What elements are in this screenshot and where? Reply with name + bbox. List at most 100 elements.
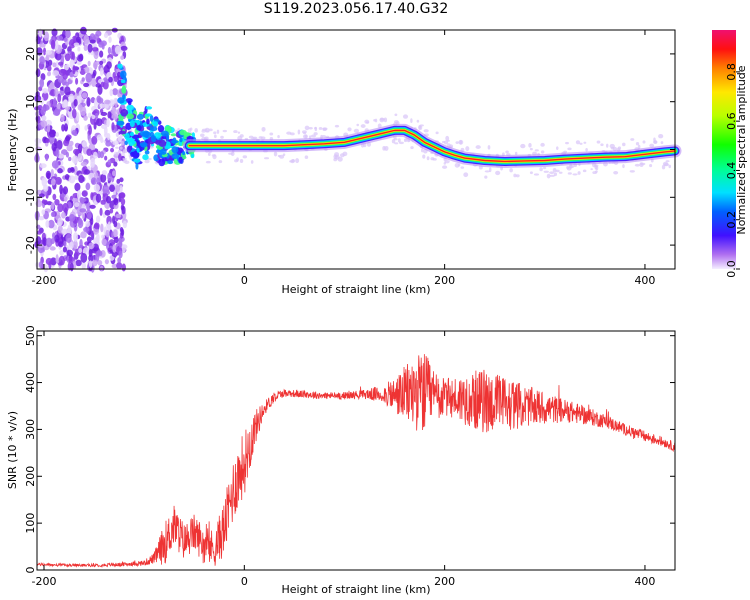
noise-blob: [68, 140, 74, 147]
noise-blob: [594, 170, 598, 173]
noise-blob: [51, 160, 59, 169]
noise-blob: [76, 111, 80, 122]
snr-ylabel: SNR (10 * v/v): [6, 411, 19, 489]
noise-blob: [374, 118, 378, 123]
noise-blob: [93, 98, 98, 109]
noise-blob: [398, 141, 404, 145]
noise-blob: [40, 120, 48, 128]
noise-blob: [101, 124, 108, 129]
noise-blob: [81, 92, 88, 99]
noise-blob: [54, 234, 60, 243]
noise-blob: [87, 43, 93, 53]
transition-blob: [144, 131, 151, 139]
noise-blob: [101, 170, 108, 176]
noise-blob: [85, 72, 93, 83]
noise-blob: [237, 131, 241, 134]
noise-blob: [113, 204, 119, 210]
noise-blob: [71, 108, 77, 119]
transition-blob: [131, 134, 140, 140]
noise-blob: [514, 151, 518, 156]
noise-blob: [111, 106, 116, 115]
noise-blob: [100, 173, 107, 183]
noise-blob: [67, 224, 72, 235]
noise-blob: [347, 127, 352, 132]
noise-blob: [106, 215, 112, 225]
transition-blob: [135, 162, 139, 170]
noise-blob: [45, 153, 49, 162]
noise-blob: [613, 170, 619, 175]
noise-blob: [111, 122, 115, 131]
noise-blob: [100, 223, 104, 233]
noise-blob: [107, 159, 112, 165]
transition-blob: [120, 79, 126, 84]
noise-blob: [113, 229, 118, 238]
noise-blob: [90, 177, 97, 185]
y-tick-label: -10: [24, 188, 37, 206]
noise-blob: [87, 212, 92, 220]
y-tick-label: 100: [24, 513, 37, 534]
noise-blob: [658, 133, 664, 139]
noise-blob: [205, 160, 211, 164]
noise-blob: [68, 213, 76, 222]
noise-blob: [115, 132, 119, 138]
noise-blob: [120, 198, 126, 206]
noise-blob: [668, 164, 672, 169]
noise-blob: [57, 93, 62, 103]
noise-blob: [565, 141, 569, 145]
noise-blob: [83, 34, 90, 45]
noise-blob: [91, 47, 99, 52]
noise-blob: [423, 129, 429, 133]
y-tick-label: 400: [24, 372, 37, 393]
noise-blob: [97, 260, 103, 266]
noise-blob: [88, 242, 95, 250]
noise-blob: [662, 161, 669, 166]
noise-blob: [46, 71, 52, 77]
noise-blob: [61, 211, 66, 219]
noise-blob: [45, 49, 53, 55]
noise-blob: [93, 151, 98, 159]
noise-blob: [194, 128, 198, 133]
noise-blob: [460, 166, 465, 169]
x-tick-label: 200: [434, 575, 455, 588]
noise-blob: [509, 168, 513, 173]
transition-blob: [146, 118, 150, 125]
noise-blob: [111, 113, 118, 120]
noise-blob: [45, 170, 51, 179]
noise-blob: [92, 259, 98, 267]
noise-blob: [115, 184, 121, 193]
noise-blob: [95, 233, 100, 242]
ridge-band-5: [188, 129, 676, 163]
noise-blob: [115, 213, 122, 219]
noise-blob: [59, 249, 64, 256]
noise-blob: [339, 153, 345, 158]
noise-blob: [239, 134, 244, 138]
noise-blob: [73, 42, 80, 47]
noise-blob: [111, 170, 116, 177]
noise-blob: [590, 168, 593, 171]
transition-blob: [128, 138, 135, 147]
noise-blob: [635, 142, 640, 146]
noise-blob: [81, 77, 85, 82]
noise-blob: [38, 215, 45, 221]
x-tick-label: -200: [32, 575, 57, 588]
noise-blob: [41, 177, 48, 187]
noise-blob: [416, 119, 420, 123]
noise-blob: [94, 112, 99, 119]
noise-blob: [552, 167, 557, 173]
noise-blob: [38, 261, 43, 269]
transition-blob: [119, 70, 127, 79]
transition-blob: [170, 140, 179, 144]
noise-blob: [55, 176, 62, 185]
noise-blob: [200, 133, 205, 138]
noise-blob: [35, 68, 41, 77]
noise-blob: [273, 151, 278, 157]
colorbar-ticks: 0.0 0.2 0.4 0.6 0.8: [725, 63, 740, 278]
noise-blob: [68, 93, 75, 103]
noise-blob: [91, 114, 96, 120]
transition-blob: [144, 150, 150, 155]
noise-blob: [104, 259, 110, 265]
noise-blob: [234, 159, 238, 163]
noise-blob: [95, 118, 103, 127]
noise-blob: [63, 37, 68, 42]
transition-blob: [171, 153, 180, 160]
